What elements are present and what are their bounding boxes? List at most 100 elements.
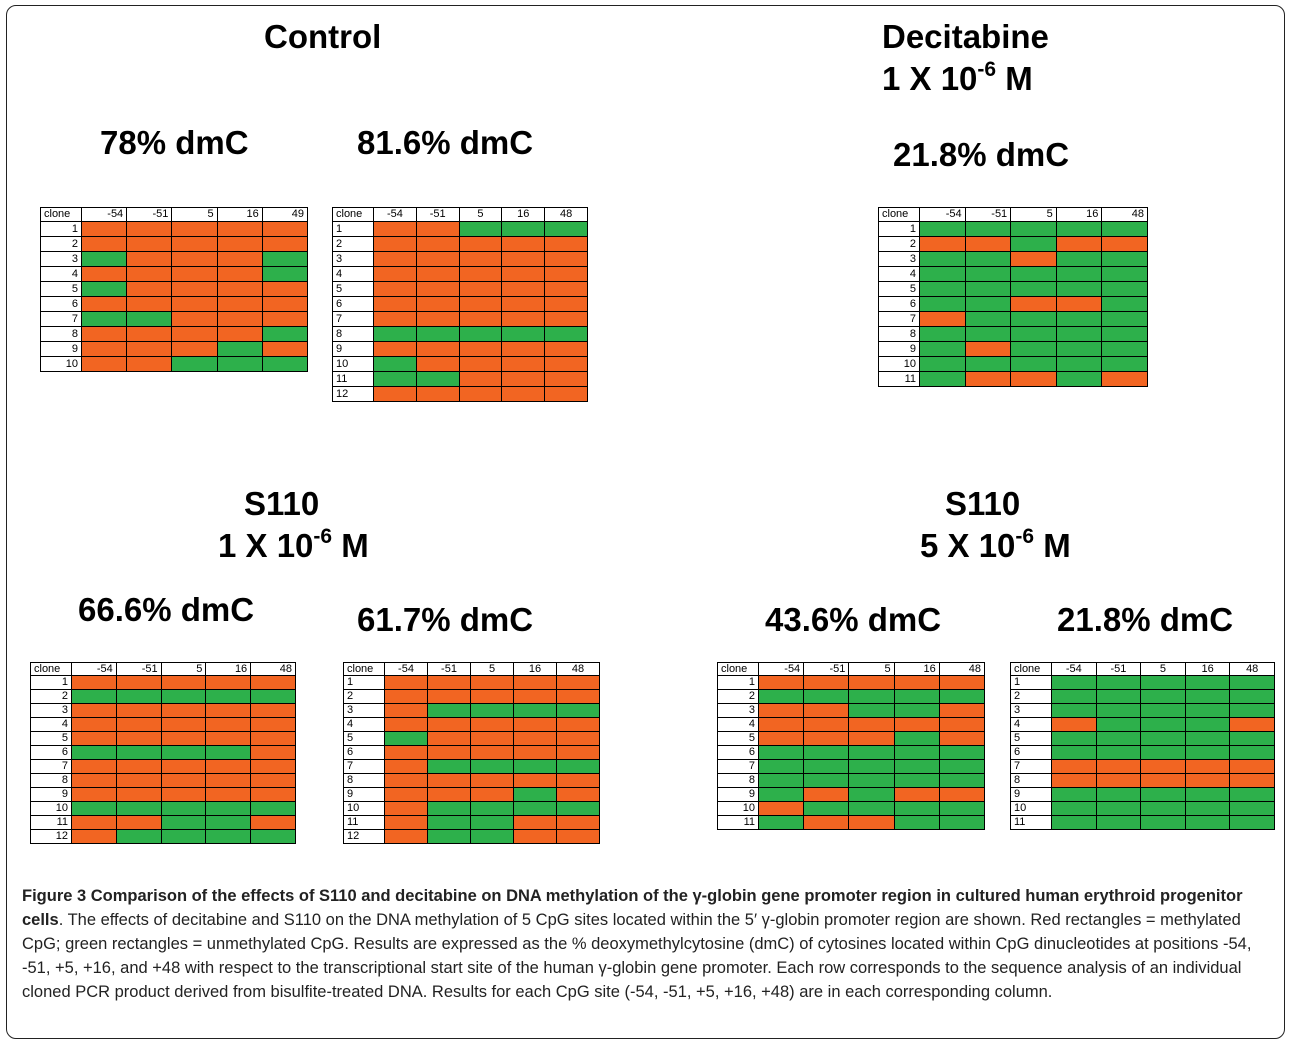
methylated-cell xyxy=(261,296,309,312)
methylated-cell xyxy=(126,281,173,297)
unmethylated-cell xyxy=(1229,689,1275,704)
methylated-cell xyxy=(71,829,117,844)
unmethylated-cell xyxy=(1229,703,1275,718)
methylated-cell xyxy=(803,717,850,732)
methylated-cell xyxy=(384,815,428,830)
methylated-cell xyxy=(415,281,460,297)
unmethylated-cell xyxy=(1010,311,1057,327)
methylated-cell xyxy=(126,266,173,282)
clone-row: 4 xyxy=(343,717,600,732)
methylated-cell xyxy=(938,703,986,718)
unmethylated-cell xyxy=(1140,745,1186,760)
methylated-cell xyxy=(373,281,417,297)
methylated-cell xyxy=(71,675,117,690)
unmethylated-cell xyxy=(513,801,557,816)
clone-number: 7 xyxy=(30,759,72,774)
caption-title: Figure 3 Comparison of the effects of S1… xyxy=(22,887,1243,929)
unmethylated-cell xyxy=(938,745,986,760)
methylated-cell xyxy=(71,703,117,718)
unmethylated-cell xyxy=(919,341,966,357)
methylated-cell xyxy=(373,236,417,252)
unmethylated-cell xyxy=(1051,801,1097,816)
unmethylated-cell xyxy=(1095,675,1142,690)
unmethylated-cell xyxy=(115,689,162,704)
unmethylated-cell xyxy=(415,326,460,342)
unmethylated-cell xyxy=(115,745,162,760)
methylated-cell xyxy=(261,311,309,327)
unmethylated-cell xyxy=(964,266,1012,282)
methylated-cell xyxy=(71,815,117,830)
unmethylated-cell xyxy=(80,251,128,267)
unmethylated-cell xyxy=(1140,801,1186,816)
methylated-cell xyxy=(415,341,460,357)
column-header-clone: clone xyxy=(40,207,82,222)
clone-number: 6 xyxy=(343,745,385,760)
unmethylated-cell xyxy=(938,759,986,774)
unmethylated-cell xyxy=(1229,731,1275,746)
clone-row: 10 xyxy=(717,801,986,816)
clone-row: 7 xyxy=(878,311,1148,327)
unmethylated-cell xyxy=(205,689,252,704)
clone-number: 8 xyxy=(343,773,385,788)
methylated-cell xyxy=(556,773,600,788)
column-header-cpg-site: -54 xyxy=(80,207,128,222)
clone-number: 9 xyxy=(717,787,759,802)
methylated-cell xyxy=(427,745,471,760)
methylated-cell xyxy=(80,221,128,237)
unmethylated-cell xyxy=(893,801,940,816)
unmethylated-cell xyxy=(1055,356,1103,372)
unmethylated-cell xyxy=(1095,703,1142,718)
clone-number: 10 xyxy=(332,356,374,372)
clone-number: 12 xyxy=(343,829,385,844)
clone-number: 10 xyxy=(717,801,759,816)
clone-row: 10 xyxy=(332,356,588,372)
column-header-cpg-site: 16 xyxy=(513,662,557,676)
methylated-cell xyxy=(71,731,117,746)
clone-row: 2 xyxy=(1010,689,1275,704)
methylated-cell xyxy=(250,717,296,732)
clone-row: 10 xyxy=(343,801,600,816)
clone-number: 4 xyxy=(343,717,385,732)
unmethylated-cell xyxy=(1010,221,1057,237)
methylated-cell xyxy=(115,815,162,830)
methylated-cell xyxy=(848,717,895,732)
clone-row: 9 xyxy=(343,787,600,802)
header-s110-low-dose: 1 X 10-6 M xyxy=(218,525,369,564)
methylated-cell xyxy=(919,311,966,327)
clone-row: 9 xyxy=(1010,787,1275,802)
methylated-cell xyxy=(919,236,966,252)
unmethylated-cell xyxy=(803,801,850,816)
methylated-cell xyxy=(501,236,546,252)
unmethylated-cell xyxy=(427,829,471,844)
clone-number: 8 xyxy=(40,326,82,342)
column-header-cpg-site: -51 xyxy=(126,207,173,222)
methylated-cell xyxy=(205,773,252,788)
clone-row: 4 xyxy=(717,717,986,732)
unmethylated-cell xyxy=(1140,731,1186,746)
clone-row: 1 xyxy=(343,675,600,690)
methylated-cell xyxy=(115,675,162,690)
unmethylated-cell xyxy=(1101,341,1148,357)
methylated-cell xyxy=(160,759,207,774)
clone-number: 8 xyxy=(30,773,72,788)
methylated-cell xyxy=(71,773,117,788)
unmethylated-cell xyxy=(1010,356,1057,372)
methylation-table-s110-high-2: clone -54 -51 5 16 48 1 2 3 4 5 6 7 8 9 10 11 xyxy=(1010,662,1275,830)
clone-number: 9 xyxy=(30,787,72,802)
unmethylated-cell xyxy=(1140,703,1186,718)
methylated-cell xyxy=(415,311,460,327)
clone-number: 3 xyxy=(717,703,759,718)
methylated-cell xyxy=(513,815,557,830)
clone-row: 10 xyxy=(30,801,296,816)
unmethylated-cell xyxy=(126,311,173,327)
clone-row: 8 xyxy=(40,326,309,342)
clone-row: 4 xyxy=(878,266,1148,282)
caption-body: . The effects of decitabine and S110 on … xyxy=(22,911,1252,1001)
unmethylated-cell xyxy=(160,829,207,844)
unmethylated-cell xyxy=(919,221,966,237)
clone-row: 6 xyxy=(343,745,600,760)
column-header-clone: clone xyxy=(332,207,374,222)
methylated-cell xyxy=(544,281,588,297)
unmethylated-cell xyxy=(803,759,850,774)
methylation-table-control-1: clone -54 -51 5 16 49 1 2 3 4 5 6 7 8 9 10 xyxy=(40,207,309,372)
